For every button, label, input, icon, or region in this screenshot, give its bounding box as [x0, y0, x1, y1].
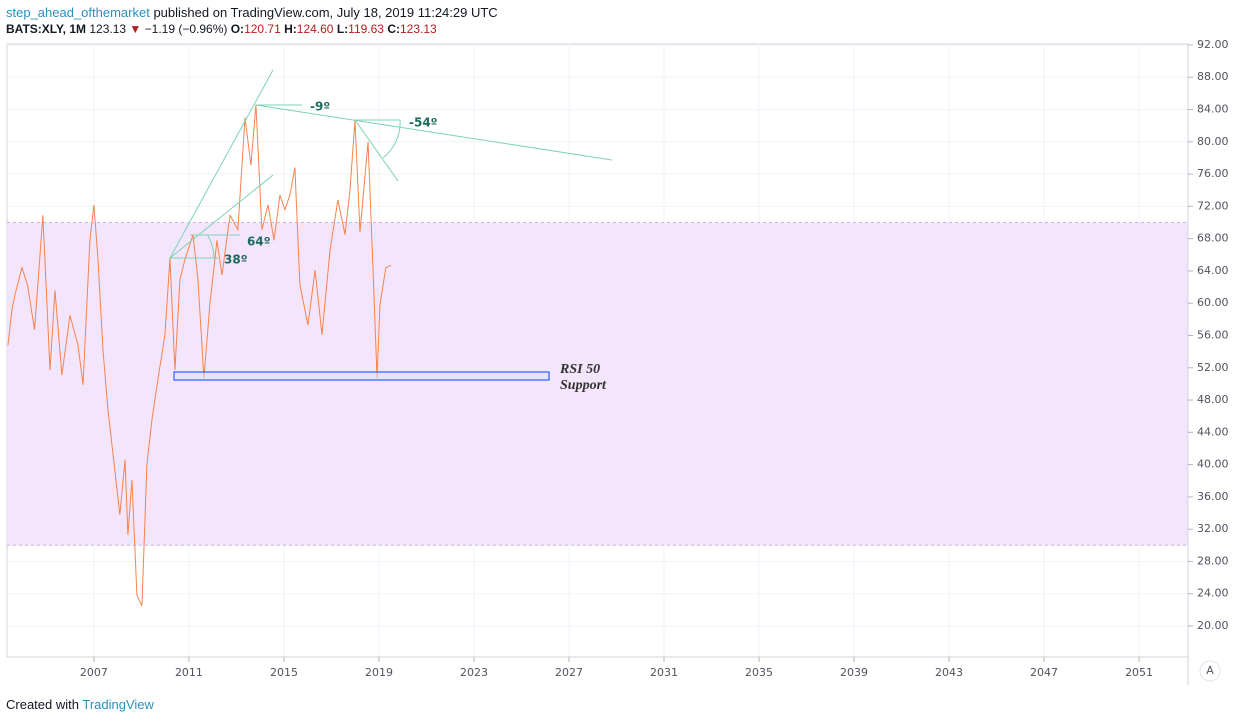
annotation: Support: [560, 378, 607, 393]
x-tick-label: 2035: [745, 666, 773, 679]
angle-arc: [207, 235, 215, 259]
l-label: L:: [336, 22, 349, 36]
annotation: -54º: [409, 116, 438, 130]
y-tick-label: 80.00: [1197, 135, 1229, 148]
y-tick-label: 20.00: [1197, 619, 1229, 632]
x-tick-label: 2047: [1030, 666, 1058, 679]
y-tick-label: 84.00: [1197, 103, 1229, 116]
y-tick-label: 64.00: [1197, 264, 1229, 277]
l: 119.63: [348, 22, 384, 36]
y-tick-label: 32.00: [1197, 522, 1229, 535]
y-tick-label: 68.00: [1197, 232, 1229, 245]
created: Created with: [6, 697, 79, 712]
x-tick-label: 2051: [1125, 666, 1153, 679]
x-tick-label: 2007: [80, 666, 108, 679]
o: 120.71: [244, 22, 281, 36]
x-tick-label: 2039: [840, 666, 868, 679]
x-tick-label: 2031: [650, 666, 678, 679]
trend-line: [354, 119, 399, 182]
change: −1.19 (−0.96%): [144, 22, 228, 36]
x-tick-label: 2011: [175, 666, 203, 679]
y-tick-label: 24.00: [1197, 587, 1229, 600]
y-tick-label: 60.00: [1197, 296, 1229, 309]
y-tick-label: 92.00: [1197, 38, 1229, 51]
auto-scale-button[interactable]: [1199, 660, 1221, 682]
published: published on TradingView.com, July 18, 2…: [153, 5, 498, 20]
y-tick-label: 36.00: [1197, 490, 1229, 503]
author[interactable]: step_ahead_ofthemarket: [6, 5, 150, 20]
price: 123.13: [89, 22, 127, 36]
y-tick-label: 52.00: [1197, 361, 1229, 374]
h: 124.60: [296, 22, 334, 36]
support-box: [173, 371, 550, 381]
symbol-line: BATS:XLY, 1M 123.13 ▼ −1.19 (−0.96%) O:1…: [6, 22, 437, 36]
y-tick-label: 76.00: [1197, 167, 1229, 180]
trend-line: [169, 69, 274, 259]
annotation: -9º: [310, 100, 330, 114]
publish-line: step_ahead_ofthemarket published on Trad…: [6, 5, 498, 20]
h-label: H:: [284, 22, 297, 36]
o-label: O:: [230, 22, 245, 36]
y-tick-label: 44.00: [1197, 425, 1229, 438]
rsi-band: [7, 222, 1188, 546]
trend-line: [169, 174, 274, 259]
x-tick-label: 2023: [460, 666, 488, 679]
y-tick-label: 40.00: [1197, 458, 1229, 471]
y-tick-label: 72.00: [1197, 199, 1229, 212]
c-label: C:: [387, 22, 400, 36]
auto-scale-label: A: [1206, 664, 1214, 677]
annotation: 64º: [247, 235, 271, 249]
annotation: 38º: [224, 253, 248, 267]
x-tick-label: 2043: [935, 666, 963, 679]
annotation: RSI 50: [559, 362, 600, 377]
drawings: -9º -54º 64º 38º RSI 50 Support: [169, 69, 613, 393]
symbol: BATS:XLY, 1M: [6, 22, 87, 36]
x-tick-label: 2019: [365, 666, 393, 679]
y-tick-label: 28.00: [1197, 554, 1229, 567]
footer: Created with TradingView: [6, 697, 154, 712]
brand[interactable]: TradingView: [82, 697, 154, 712]
y-tick-label: 88.00: [1197, 70, 1229, 83]
trend-line: [255, 104, 613, 161]
arrow: ▼: [129, 22, 142, 36]
angle-arc: [382, 119, 401, 159]
x-tick-label: 2015: [270, 666, 298, 679]
y-tick-label: 48.00: [1197, 393, 1229, 406]
c: 123.13: [399, 22, 437, 36]
x-tick-label: 2027: [555, 666, 583, 679]
y-tick-label: 56.00: [1197, 328, 1229, 341]
